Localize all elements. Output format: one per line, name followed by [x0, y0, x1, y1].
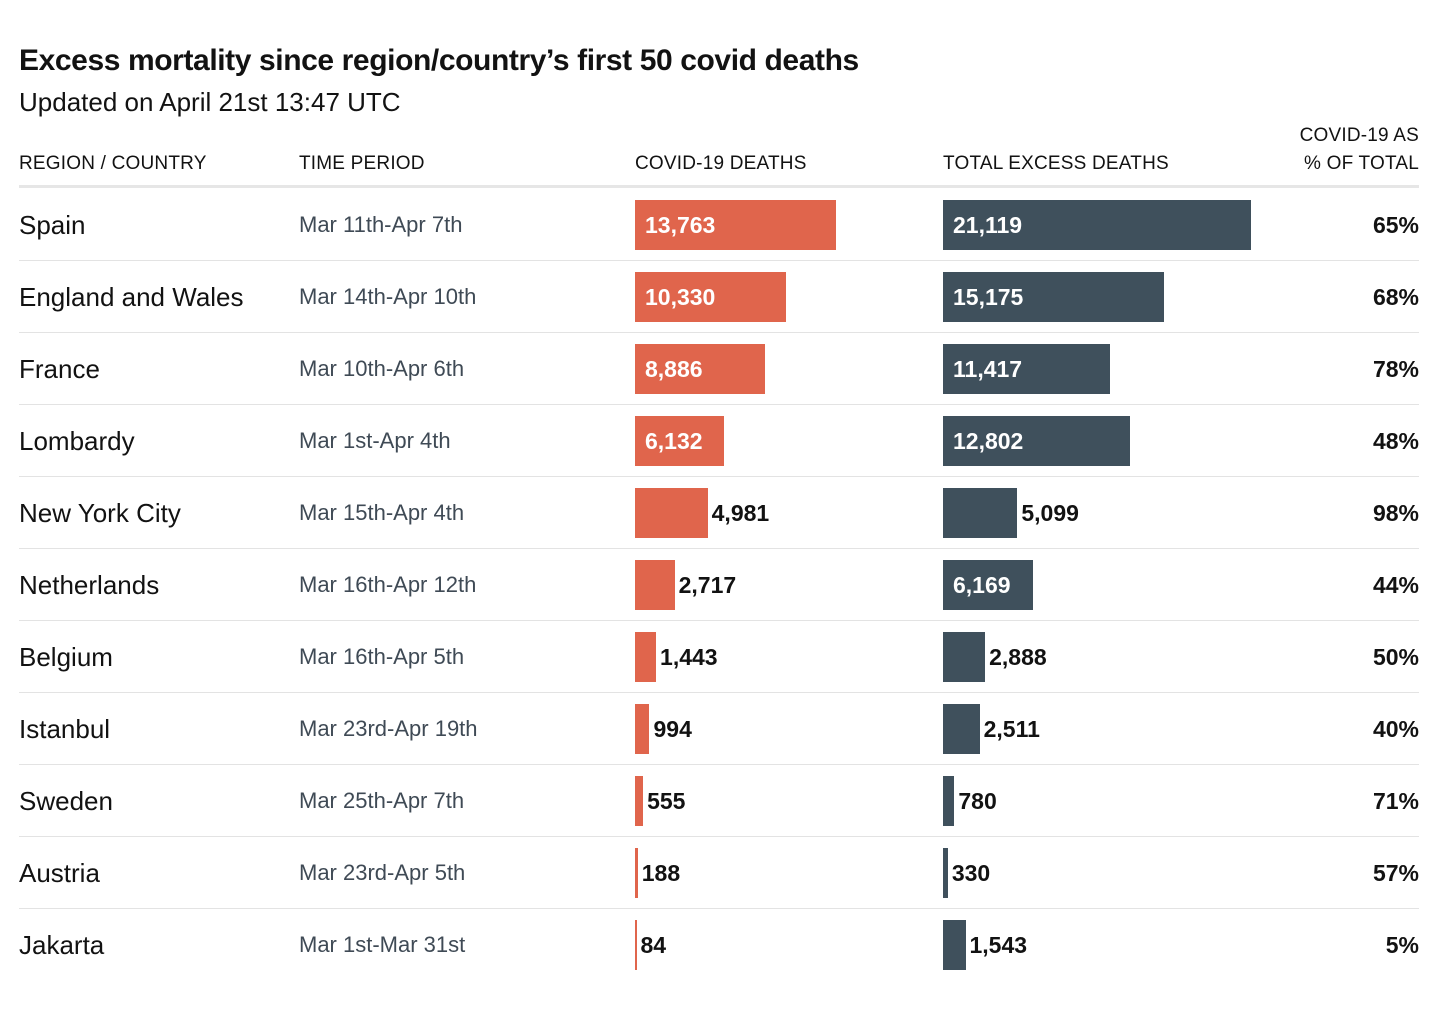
excess-deaths-bar: [943, 200, 1251, 250]
row-divider: [19, 908, 1419, 909]
covid-deaths-bar: [635, 272, 786, 322]
region-label: Belgium: [19, 642, 113, 672]
excess-deaths-bar-value-label: 15,175: [953, 284, 1024, 310]
region-label: Austria: [19, 858, 100, 888]
excess-deaths-bar: [943, 272, 1165, 322]
row-divider: [19, 692, 1419, 693]
excess-deaths-bar-value-label: 330: [951, 860, 991, 886]
row-divider: [19, 620, 1419, 621]
covid-deaths-bar-value-label: 555: [647, 788, 686, 814]
time-period-label: Mar 1st-Mar 31st: [299, 932, 466, 957]
time-period-label: Mar 14th-Apr 10th: [299, 284, 477, 309]
excess-deaths-bar-value-label: 780: [958, 788, 997, 814]
row-divider: [19, 260, 1419, 261]
covid-deaths-bar-value-label: 994: [653, 716, 692, 742]
region-label: England and Wales: [19, 282, 244, 312]
covid-deaths-bar: [635, 200, 836, 250]
excess-deaths-bar-value-label: 2,888: [989, 644, 1047, 670]
excess-deaths-bar-value-label: 21,119: [953, 212, 1023, 238]
header-percent-of-total: COVID-19 AS % OF TOTAL: [1300, 122, 1419, 178]
percent-of-total-label: 78%: [1372, 356, 1419, 382]
time-period-label: Mar 25th-Apr 7th: [299, 788, 465, 813]
excess-deaths-bar-value-label: 5,099: [1021, 500, 1079, 526]
time-period-label: Mar 23rd-Apr 5th: [299, 860, 466, 885]
excess-deaths-bar: [943, 632, 986, 682]
covid-deaths-bar-value-label: 10,330: [645, 284, 716, 310]
time-period-label: Mar 10th-Apr 6th: [299, 356, 465, 381]
covid-deaths-bar: [635, 344, 765, 394]
chart-title: Excess mortality since region/country’s …: [19, 44, 859, 77]
covid-deaths-bar: [635, 560, 675, 610]
covid-deaths-bar-value-label: 84: [640, 932, 667, 958]
percent-of-total-label: 50%: [1372, 644, 1419, 670]
header-percent-line-2: % OF TOTAL: [1304, 153, 1419, 174]
row-divider: [19, 476, 1419, 477]
covid-deaths-bar: [635, 920, 637, 970]
region-label: Netherlands: [19, 570, 160, 600]
covid-deaths-bar-value-label: 13,763: [645, 212, 716, 238]
time-period-label: Mar 15th-Apr 4th: [299, 500, 465, 525]
excess-deaths-bar-value-label: 6,169: [953, 572, 1011, 598]
row-divider: [19, 764, 1419, 765]
covid-deaths-bar-value-label: 2,717: [678, 572, 737, 598]
time-period-label: Mar 16th-Apr 5th: [299, 644, 465, 669]
excess-deaths-bar-value-label: 12,802: [953, 428, 1024, 454]
percent-of-total-label: 68%: [1372, 284, 1419, 310]
excess-deaths-bar: [943, 920, 966, 970]
covid-deaths-bar: [635, 776, 644, 826]
covid-deaths-bar-value-label: 4,981: [711, 500, 770, 526]
percent-of-total-label: 71%: [1372, 788, 1419, 814]
excess-deaths-bar-value-label: 1,543: [969, 932, 1028, 958]
row-divider: [19, 548, 1419, 549]
covid-deaths-bar-value-label: 8,886: [645, 356, 703, 382]
percent-of-total-label: 65%: [1372, 212, 1419, 238]
percent-of-total-label: 44%: [1372, 572, 1419, 598]
percent-of-total-label: 40%: [1372, 716, 1419, 742]
excess-deaths-bar-value-label: 2,511: [983, 716, 1040, 742]
time-period-label: Mar 16th-Apr 12th: [299, 572, 477, 597]
row-divider: [19, 332, 1419, 333]
row-divider: [19, 836, 1419, 837]
excess-deaths-bar: [943, 416, 1130, 466]
percent-of-total-label: 5%: [1385, 932, 1419, 958]
chart-subtitle: Updated on April 21st 13:47 UTC: [19, 87, 401, 117]
covid-deaths-bar: [635, 704, 650, 754]
header-covid-deaths: COVID-19 DEATHS: [635, 153, 807, 174]
header-total-excess-deaths: TOTAL EXCESS DEATHS: [943, 153, 1169, 174]
header-region: REGION / COUNTRY: [19, 153, 207, 174]
covid-deaths-bar-value-label: 6,132: [645, 428, 703, 454]
excess-deaths-bar-value-label: 11,417: [953, 356, 1023, 382]
excess-deaths-bar: [943, 344, 1110, 394]
excess-deaths-bar: [943, 848, 948, 898]
region-label: New York City: [19, 498, 181, 528]
excess-deaths-bar: [943, 488, 1018, 538]
region-label: Jakarta: [19, 930, 105, 960]
covid-deaths-bar: [635, 848, 638, 898]
excess-deaths-bar: [943, 776, 955, 826]
header-time-period: TIME PERIOD: [299, 153, 425, 174]
covid-deaths-bar: [635, 416, 725, 466]
time-period-label: Mar 1st-Apr 4th: [299, 428, 451, 453]
covid-deaths-bar-value-label: 188: [641, 860, 681, 886]
covid-deaths-bar: [635, 632, 657, 682]
region-label: Spain: [19, 210, 86, 240]
percent-of-total-label: 98%: [1372, 500, 1419, 526]
excess-deaths-bar: [943, 704, 980, 754]
region-label: Lombardy: [19, 426, 135, 456]
row-divider: [19, 404, 1419, 405]
time-period-label: Mar 23rd-Apr 19th: [299, 716, 478, 741]
percent-of-total-label: 48%: [1372, 428, 1419, 454]
covid-deaths-bar-value-label: 1,443: [660, 644, 718, 670]
header-rule: [19, 185, 1419, 188]
percent-of-total-label: 57%: [1372, 860, 1419, 886]
region-label: Sweden: [19, 786, 113, 816]
region-label: Istanbul: [19, 714, 111, 744]
covid-deaths-bar: [635, 488, 708, 538]
excess-deaths-bar: [943, 560, 1033, 610]
time-period-label: Mar 11th-Apr 7th: [299, 212, 463, 237]
header-percent-line-1: COVID-19 AS: [1299, 125, 1419, 146]
region-label: France: [19, 354, 100, 384]
